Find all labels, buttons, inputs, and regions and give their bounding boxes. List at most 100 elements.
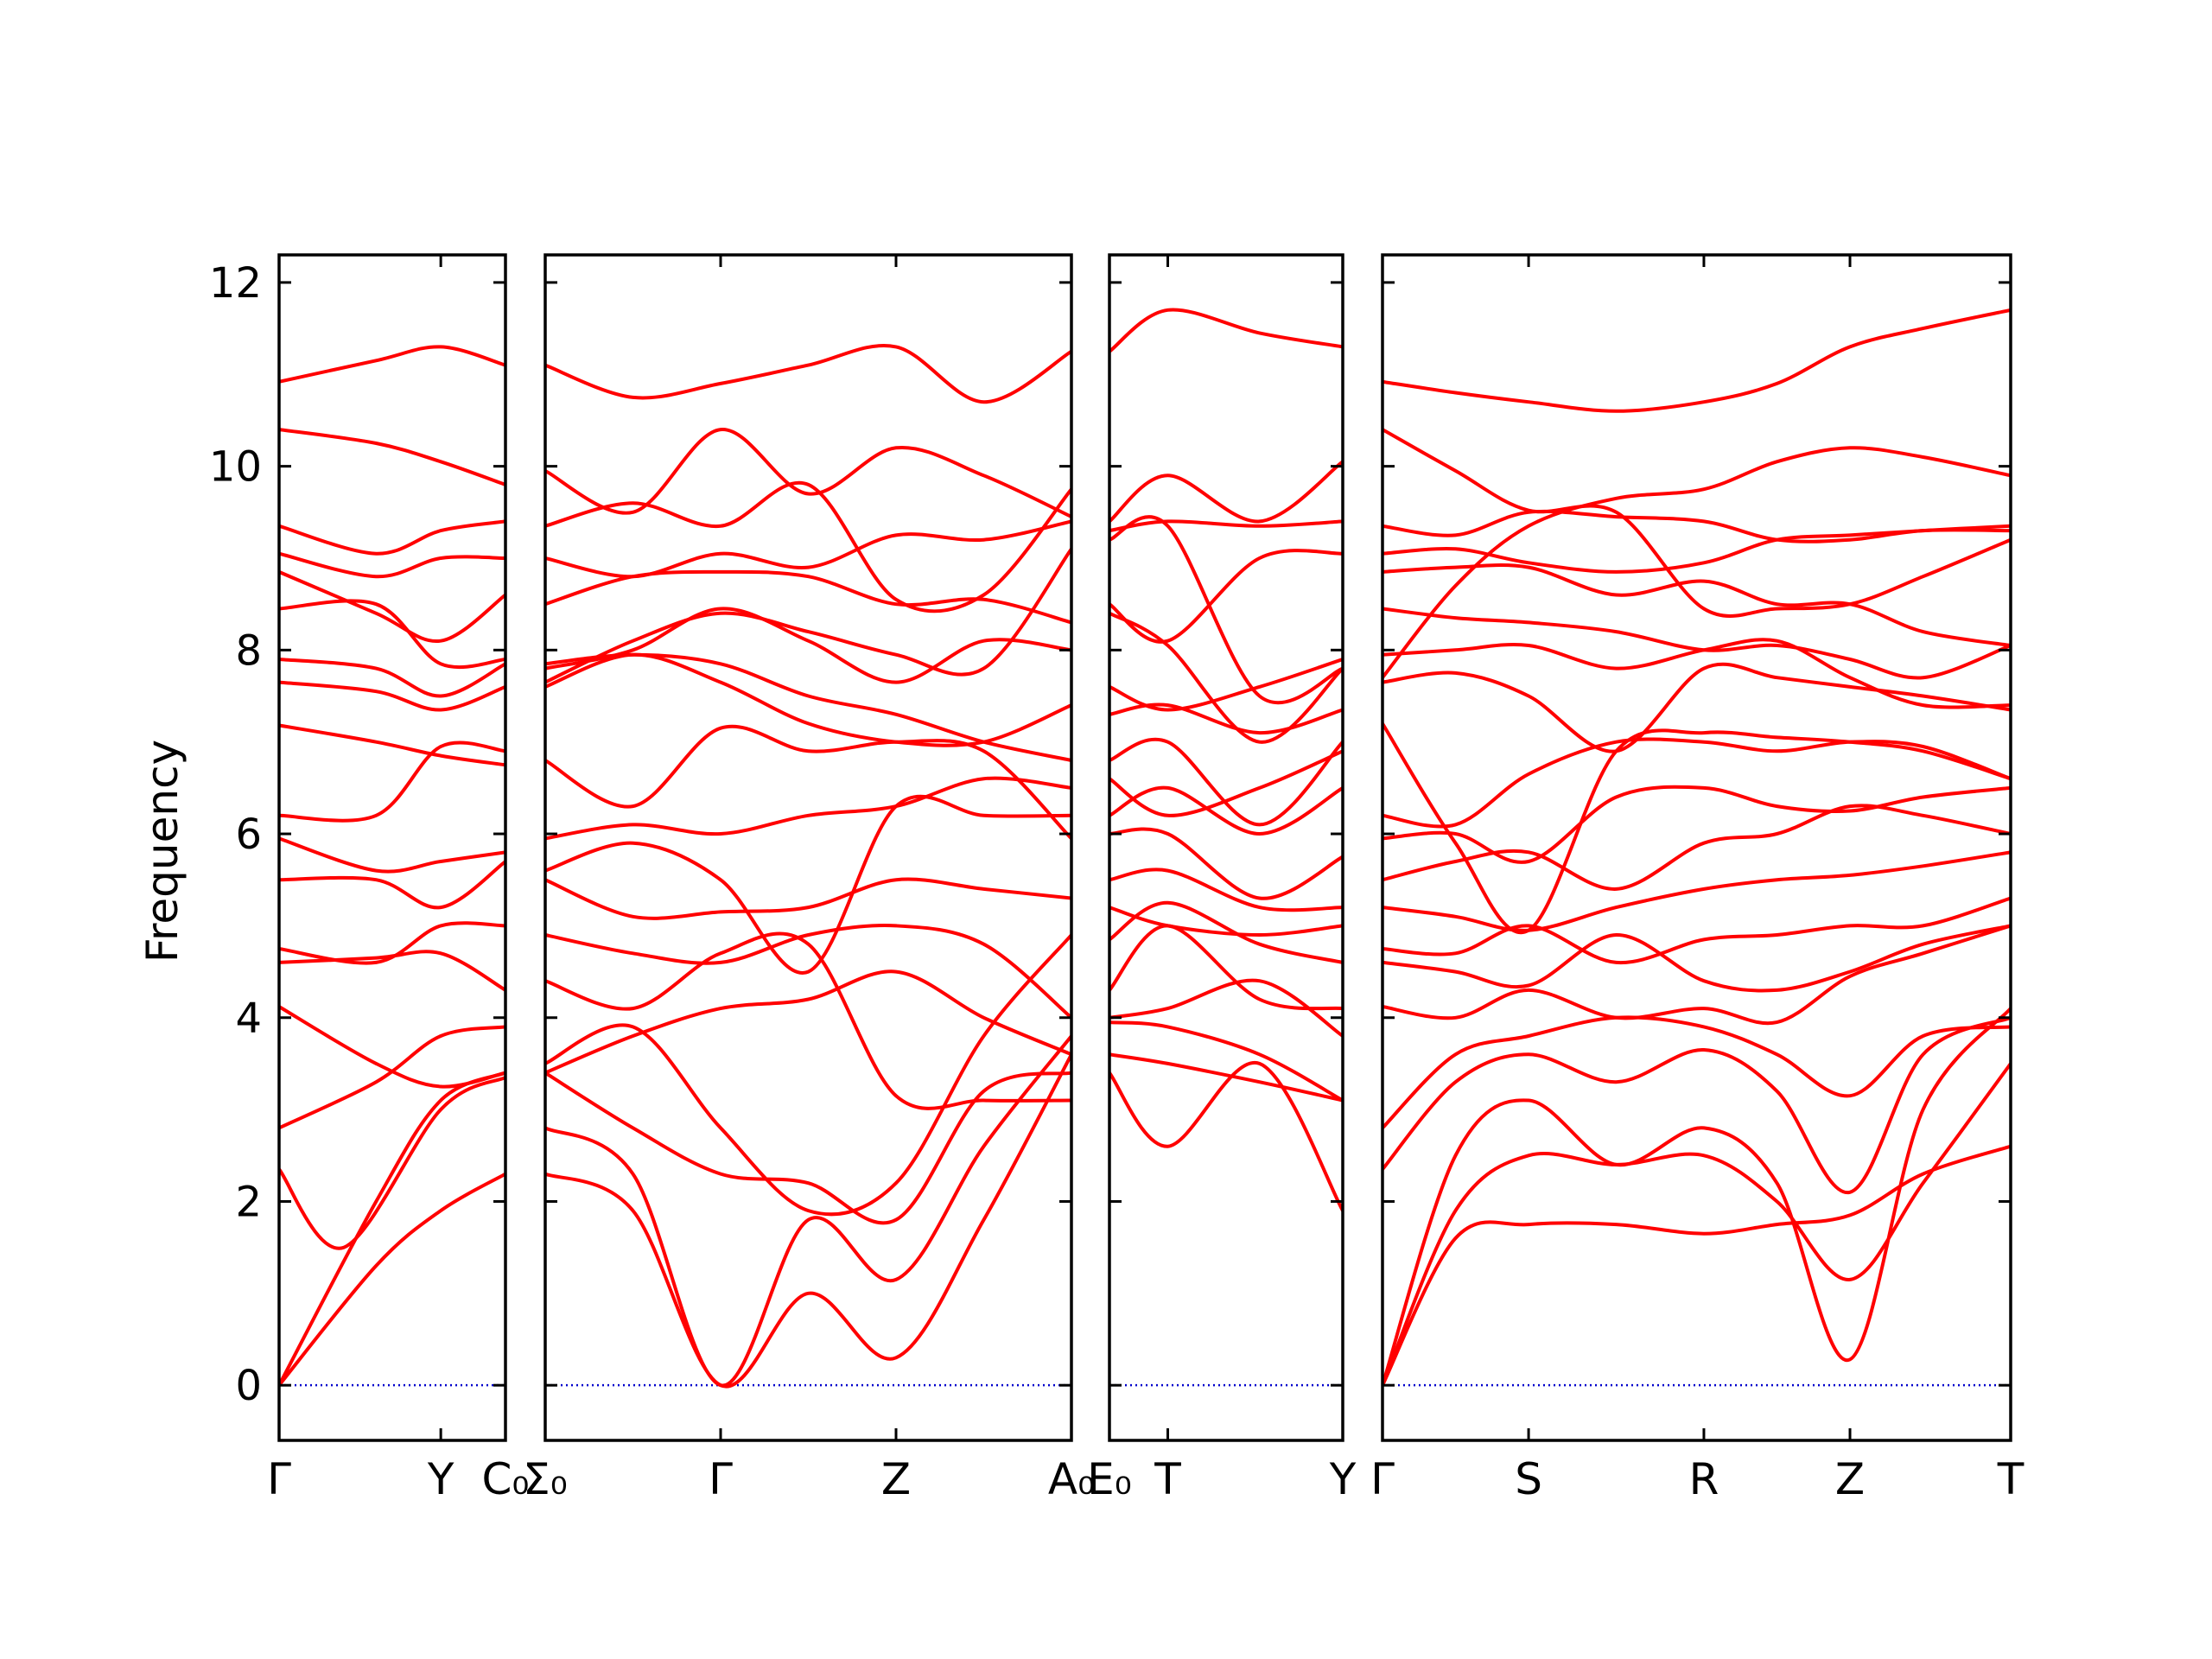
band-line-12 xyxy=(545,652,1071,747)
y-tick-label: 12 xyxy=(209,259,262,308)
band-line-11 xyxy=(1109,749,1343,817)
band-line-22 xyxy=(1382,308,2011,413)
panel-1: 0 2 4 6 8 10 12 Γ Y C₀ xyxy=(209,253,529,1504)
x-tick-label: Y xyxy=(427,1454,454,1504)
band-line-11 xyxy=(279,723,505,767)
band-line-19 xyxy=(279,345,505,384)
x-tick-label: T xyxy=(1997,1454,2024,1504)
panel-3: E₀ T Y xyxy=(1087,253,1357,1504)
band-line-2 xyxy=(1109,1052,1343,1103)
y-tick-label: 2 xyxy=(235,1178,262,1226)
band-line-1 xyxy=(1382,1144,2011,1388)
band-line-14 xyxy=(279,599,505,670)
band-line-7 xyxy=(1382,924,2011,993)
band-line-4 xyxy=(545,933,1071,1217)
band-line-8 xyxy=(545,877,1071,920)
band-line-9 xyxy=(545,794,1071,975)
band-line-18 xyxy=(1109,519,1343,533)
band-line-10 xyxy=(1109,785,1343,836)
panel-frame xyxy=(543,253,1073,1442)
band-line-5 xyxy=(1382,1015,2011,1130)
panel-2: Σ₀ Γ Z A₀ xyxy=(523,253,1095,1504)
band-line-2 xyxy=(545,1034,1071,1388)
x-tick-label: Γ xyxy=(1370,1454,1395,1504)
band-line-8 xyxy=(1109,868,1343,912)
band-line-6 xyxy=(279,950,505,992)
band-line-13 xyxy=(545,652,1071,762)
band-line-10 xyxy=(545,776,1071,841)
band-line-3 xyxy=(1109,1020,1343,1103)
band-line-13 xyxy=(279,658,505,698)
x-tick-label: Γ xyxy=(267,1454,291,1504)
band-line-15 xyxy=(1109,611,1343,744)
band-line-18 xyxy=(279,428,505,486)
band-line-1 xyxy=(279,1172,505,1388)
band-line-19 xyxy=(545,428,1071,519)
x-tick-label: A₀ xyxy=(1048,1454,1095,1504)
band-line-7 xyxy=(1109,906,1343,937)
band-line-13 xyxy=(1382,721,2011,935)
band-line-1 xyxy=(1109,1060,1343,1213)
band-line-17 xyxy=(279,519,505,556)
band-line-11 xyxy=(545,724,1071,841)
band-line-10 xyxy=(1382,804,2011,891)
band-line-9 xyxy=(279,836,505,874)
band-line-12 xyxy=(1109,737,1343,827)
band-line-7 xyxy=(545,924,1071,1020)
band-line-10 xyxy=(279,741,505,823)
band-line-18 xyxy=(545,480,1071,613)
band-line-5 xyxy=(545,969,1071,1075)
band-line-4 xyxy=(1382,1015,2011,1194)
bands xyxy=(1382,308,2011,1388)
y-tick-label: 0 xyxy=(235,1362,262,1410)
band-line-11 xyxy=(1382,785,2011,864)
band-line-17 xyxy=(1109,515,1343,705)
band-line-5 xyxy=(279,1005,505,1089)
band-line-6 xyxy=(1382,924,2011,1026)
panel-frame xyxy=(277,253,507,1442)
y-tick-label: 4 xyxy=(235,995,262,1043)
band-line-14 xyxy=(1382,662,2011,753)
band-line-19 xyxy=(1382,446,2011,680)
x-tick-label: R xyxy=(1689,1454,1719,1504)
bands xyxy=(279,345,505,1388)
x-tick-label: S xyxy=(1515,1454,1542,1504)
y-axis-label: Frequency xyxy=(137,740,188,963)
band-line-12 xyxy=(1382,737,2011,829)
band-line-8 xyxy=(279,860,505,910)
band-line-9 xyxy=(1382,850,2011,932)
band-line-6 xyxy=(545,931,1071,1110)
y-tick-label: 10 xyxy=(209,443,262,492)
x-tick-label: Σ₀ xyxy=(523,1454,568,1504)
panel-frame xyxy=(1381,253,2012,1442)
band-line-14 xyxy=(545,607,1071,684)
band-line-4 xyxy=(279,1025,505,1130)
band-line-15 xyxy=(279,569,505,644)
x-tick-label: E₀ xyxy=(1087,1454,1132,1504)
band-line-2 xyxy=(1382,1061,2011,1388)
band-line-3 xyxy=(279,1075,505,1250)
band-line-14 xyxy=(1109,658,1343,712)
x-tick-label: Y xyxy=(1329,1454,1357,1504)
band-line-7 xyxy=(279,921,505,965)
band-line-20 xyxy=(1382,509,2011,543)
band-line-3 xyxy=(1382,1007,2011,1388)
y-tick-label: 8 xyxy=(235,626,262,675)
band-line-21 xyxy=(1382,428,2011,618)
band-line-19 xyxy=(1109,460,1343,524)
bands xyxy=(545,344,1071,1389)
band-line-16 xyxy=(279,551,505,579)
panel-frame xyxy=(1108,253,1344,1442)
band-line-20 xyxy=(545,344,1071,404)
band-line-20 xyxy=(1109,308,1343,353)
band-line-17 xyxy=(1382,563,2011,647)
band-line-1 xyxy=(545,1052,1071,1389)
x-tick-label: T xyxy=(1154,1454,1181,1504)
band-line-5 xyxy=(1109,924,1343,1011)
y-tick-label: 6 xyxy=(235,810,262,859)
x-tick-label: Γ xyxy=(709,1454,733,1504)
band-line-16 xyxy=(1382,607,2011,680)
